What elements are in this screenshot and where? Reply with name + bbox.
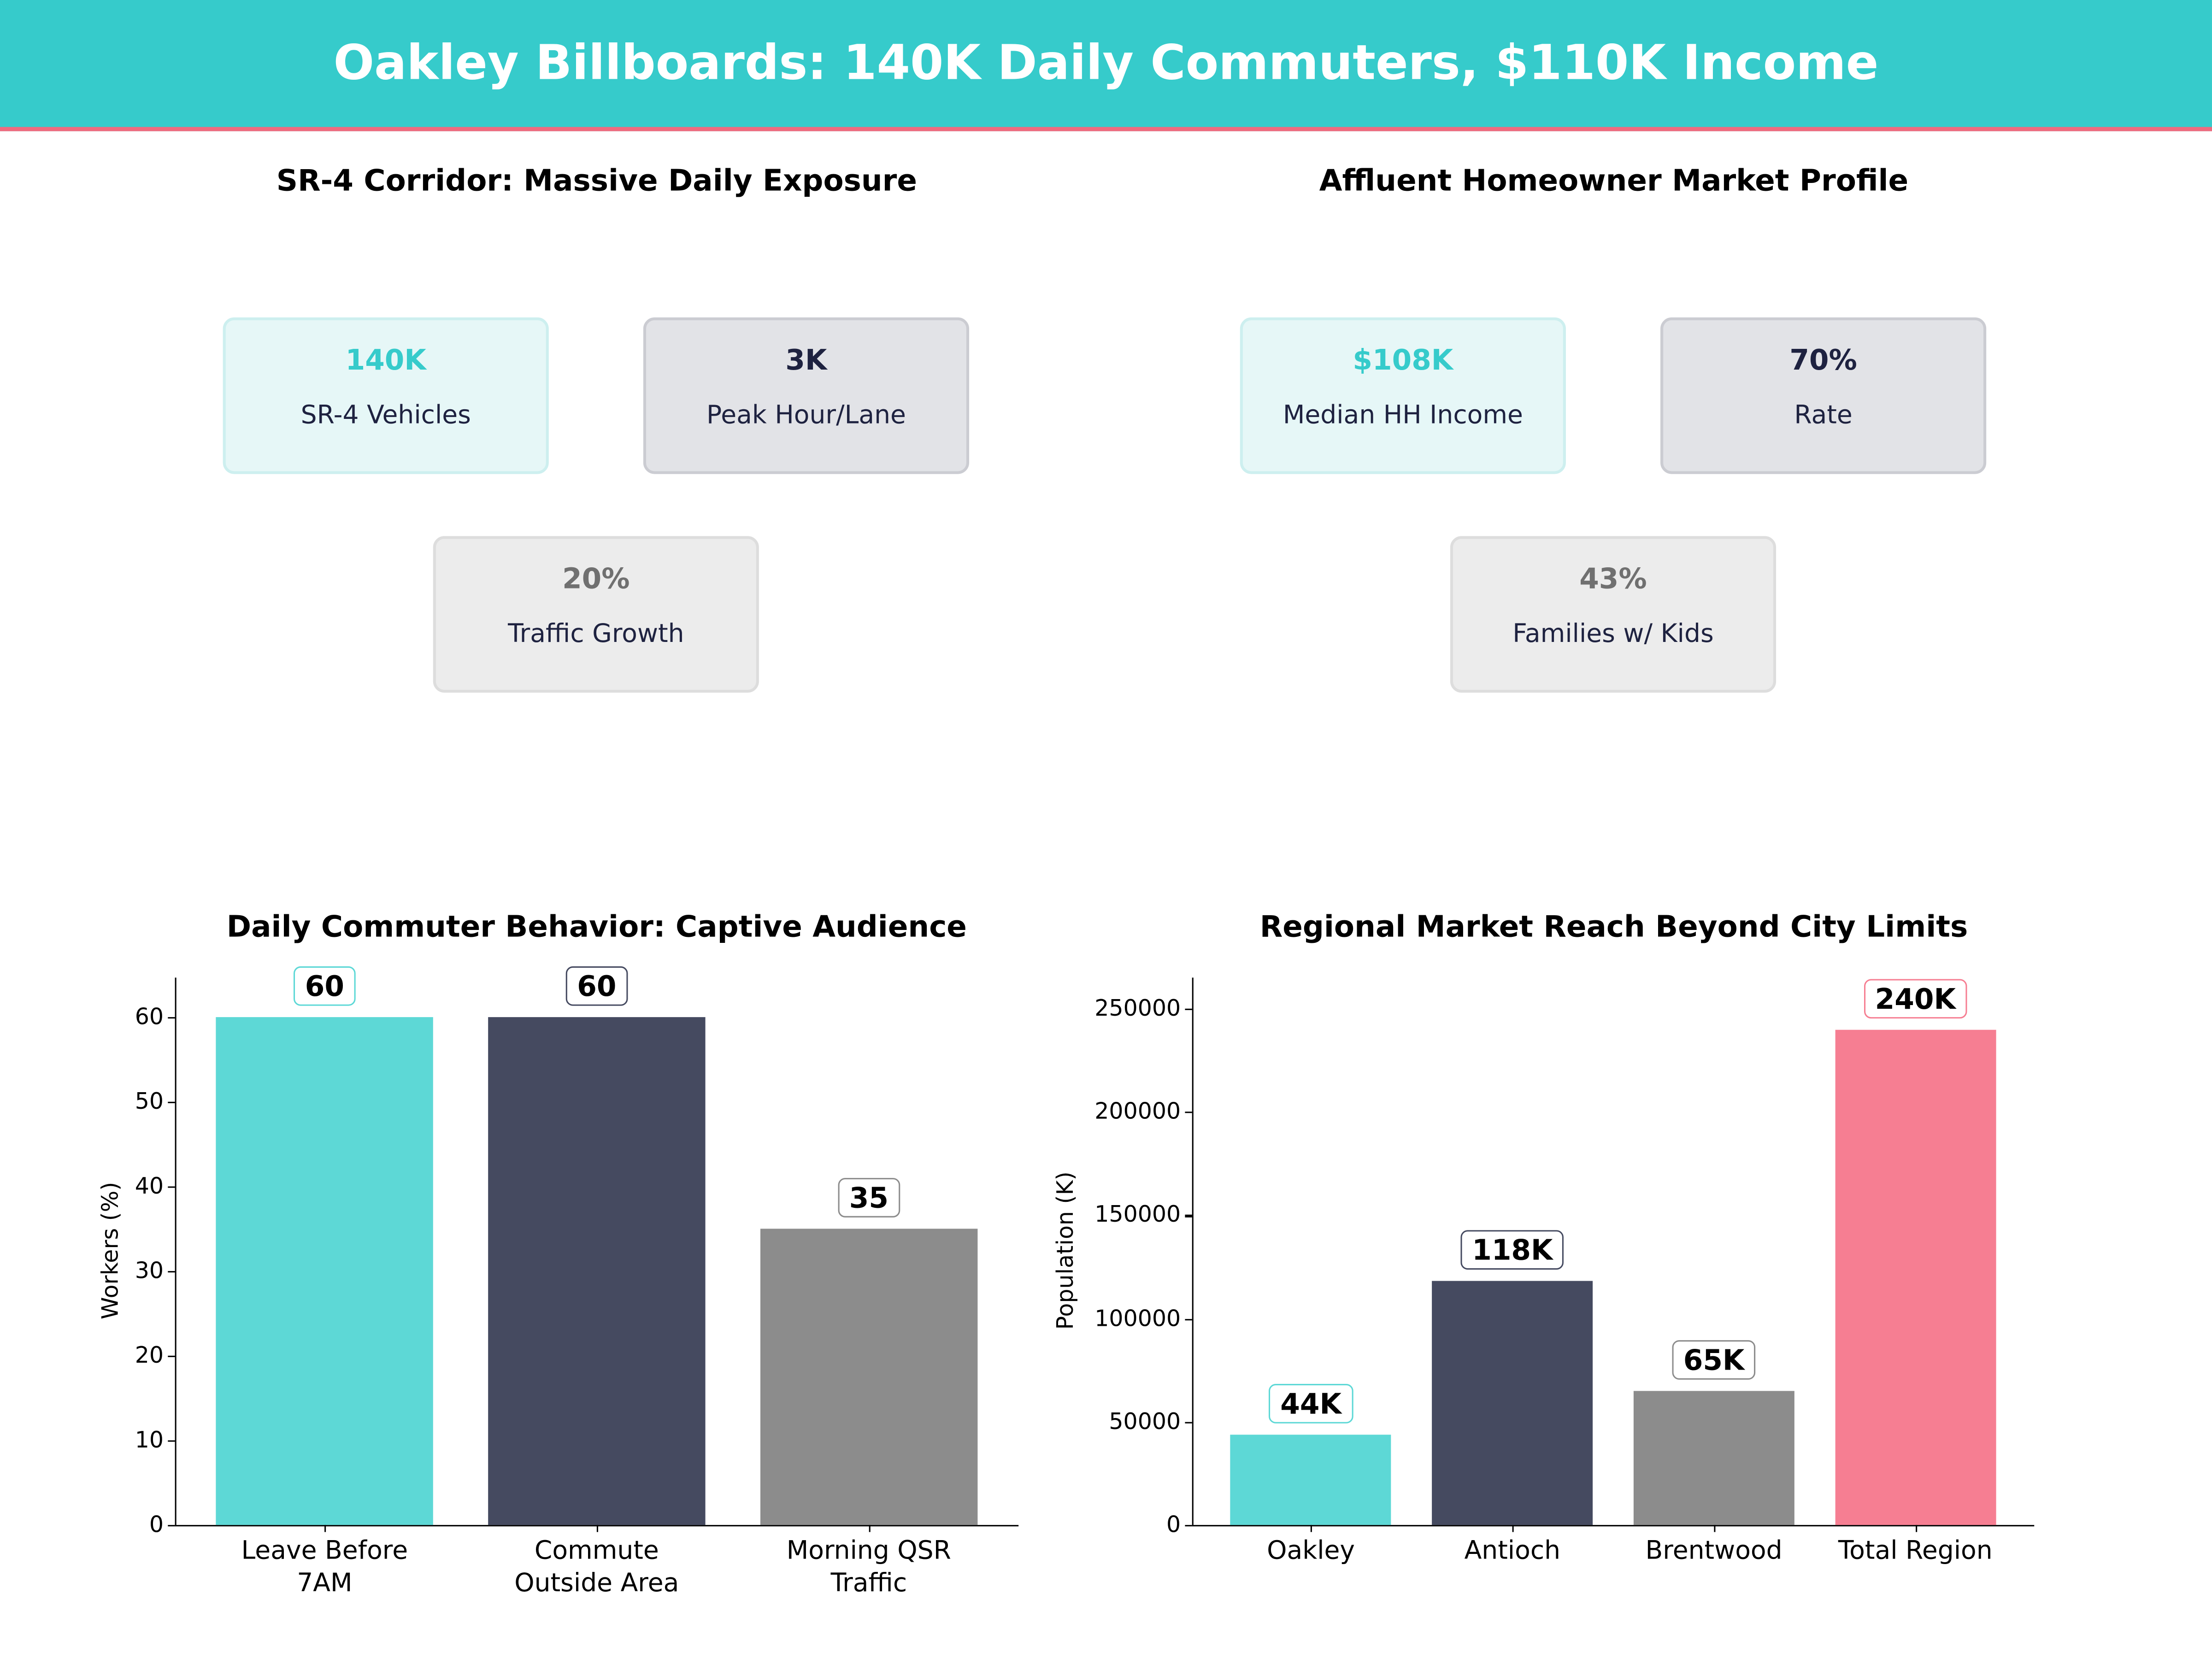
kpi-label: Rate bbox=[1794, 400, 1853, 430]
y-tick bbox=[1185, 1215, 1192, 1217]
kpi-card-rate: 70% Rate bbox=[1660, 317, 1987, 474]
x-tick bbox=[596, 1525, 599, 1532]
kpi-value: 140K bbox=[345, 342, 426, 377]
bar-leave-before-7am bbox=[216, 1017, 434, 1525]
y-tick-label: 20 bbox=[135, 1341, 164, 1369]
header-bar bbox=[0, 0, 2212, 131]
y-axis-label: Population (K) bbox=[1052, 1171, 1079, 1330]
kpi-value: 20% bbox=[562, 561, 630, 595]
kpi-card-median-income: $108K Median HH Income bbox=[1240, 317, 1566, 474]
y-tick-label: 0 bbox=[1166, 1511, 1181, 1538]
kpi-label: Traffic Growth bbox=[508, 619, 684, 649]
x-tick bbox=[1915, 1525, 1917, 1532]
data-label: 65K bbox=[1672, 1340, 1756, 1380]
kpi-value: 3K bbox=[785, 342, 827, 377]
data-label: 60 bbox=[565, 966, 628, 1006]
y-tick-label: 0 bbox=[149, 1511, 164, 1538]
x-tick bbox=[1311, 1525, 1313, 1532]
x-tick bbox=[1512, 1525, 1514, 1532]
x-axis-line bbox=[175, 1525, 1019, 1527]
x-tick-label: Morning QSR Traffic bbox=[786, 1536, 951, 1599]
y-tick bbox=[168, 1525, 175, 1527]
y-tick bbox=[168, 1102, 175, 1104]
y-tick-label: 40 bbox=[135, 1172, 164, 1200]
x-tick-label: Antioch bbox=[1464, 1536, 1561, 1566]
y-tick bbox=[168, 1440, 175, 1442]
kpi-card-families: 43% Families w/ Kids bbox=[1450, 536, 1777, 693]
y-axis-line bbox=[1192, 977, 1194, 1525]
data-label: 35 bbox=[838, 1178, 900, 1218]
y-tick-label: 100000 bbox=[1094, 1304, 1181, 1331]
y-tick bbox=[168, 1355, 175, 1358]
bar-total-region bbox=[1835, 1029, 1996, 1525]
kpi-value: 43% bbox=[1579, 561, 1647, 595]
kpi-value: $108K bbox=[1353, 342, 1453, 377]
y-axis-line bbox=[175, 977, 177, 1525]
corridor-title: SR-4 Corridor: Massive Daily Exposure bbox=[276, 164, 917, 198]
y-tick-label: 150000 bbox=[1094, 1201, 1181, 1228]
kpi-value: 70% bbox=[1789, 342, 1857, 377]
y-tick-label: 60 bbox=[135, 1003, 164, 1030]
y-tick bbox=[1185, 1112, 1192, 1114]
kpi-card-traffic-growth: 20% Traffic Growth bbox=[433, 536, 759, 693]
y-tick bbox=[168, 1186, 175, 1188]
kpi-label: Median HH Income bbox=[1282, 400, 1523, 430]
data-label: 118K bbox=[1460, 1230, 1564, 1270]
y-tick bbox=[1185, 1525, 1192, 1527]
y-tick-label: 50 bbox=[135, 1088, 164, 1115]
page-title: Oakley Billboards: 140K Daily Commuters,… bbox=[333, 35, 1879, 92]
y-tick bbox=[1185, 1422, 1192, 1424]
kpi-label: Families w/ Kids bbox=[1512, 619, 1714, 649]
y-tick-label: 200000 bbox=[1094, 1098, 1181, 1125]
bar-brentwood bbox=[1633, 1390, 1794, 1525]
y-axis-label: Workers (%) bbox=[96, 1182, 124, 1319]
y-tick-label: 250000 bbox=[1094, 994, 1181, 1022]
x-tick bbox=[324, 1525, 326, 1532]
reach-chart-title: Regional Market Reach Beyond City Limits bbox=[1259, 910, 1968, 944]
x-axis-line bbox=[1192, 1525, 2035, 1527]
x-tick-label: Oakley bbox=[1267, 1536, 1355, 1566]
x-tick-label: Leave Before 7AM bbox=[241, 1536, 408, 1599]
kpi-label: SR-4 Vehicles bbox=[300, 400, 471, 430]
bar-commute-outside-area bbox=[488, 1017, 706, 1525]
y-tick bbox=[1185, 1008, 1192, 1011]
x-tick-label: Commute Outside Area bbox=[514, 1536, 679, 1599]
y-tick bbox=[1185, 1318, 1192, 1320]
x-tick-label: Total Region bbox=[1838, 1536, 1993, 1566]
market-title: Affluent Homeowner Market Profile bbox=[1319, 164, 1909, 198]
kpi-card-sr4-vehicles: 140K SR-4 Vehicles bbox=[223, 317, 549, 474]
x-tick bbox=[869, 1525, 871, 1532]
y-tick bbox=[168, 1271, 175, 1273]
data-label: 240K bbox=[1864, 978, 1967, 1018]
y-tick-label: 30 bbox=[135, 1257, 164, 1284]
x-tick-label: Brentwood bbox=[1645, 1536, 1783, 1566]
bar-antioch bbox=[1431, 1281, 1593, 1525]
y-tick-label: 50000 bbox=[1109, 1407, 1181, 1435]
kpi-label: Peak Hour/Lane bbox=[706, 400, 906, 430]
commuter-chart-title: Daily Commuter Behavior: Captive Audienc… bbox=[226, 910, 967, 944]
data-label: 60 bbox=[294, 966, 356, 1006]
x-tick bbox=[1714, 1525, 1716, 1532]
kpi-card-peak-hour: 3K Peak Hour/Lane bbox=[643, 317, 970, 474]
bar-oakley bbox=[1230, 1434, 1392, 1525]
y-tick-label: 10 bbox=[135, 1426, 164, 1453]
y-tick bbox=[168, 1017, 175, 1019]
data-label: 44K bbox=[1269, 1383, 1353, 1423]
bar-morning-qsr-traffic bbox=[760, 1229, 978, 1525]
